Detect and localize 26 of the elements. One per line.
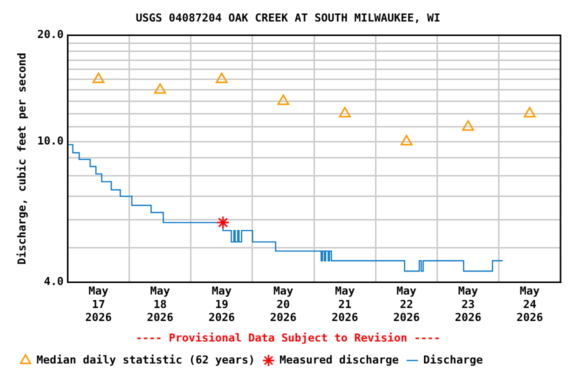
x-tick-label: May 21 2026: [332, 284, 359, 324]
legend-label: Discharge: [423, 353, 484, 366]
point: [216, 72, 228, 84]
y-tick-label: 10.0: [37, 134, 64, 148]
x-tick-label: May 20 2026: [270, 284, 297, 324]
x-tick-label: May 17 2026: [85, 284, 112, 324]
point: [524, 106, 536, 118]
y-tick-label: 4.0: [44, 275, 64, 288]
text: ---- Provisional Data Subject to Revision ----: [136, 331, 440, 344]
legend-label: Measured discharge: [280, 353, 400, 366]
y-tick-label: 20.0: [37, 28, 64, 42]
x-tick-label: May 22 2026: [393, 284, 420, 324]
chart-title: USGS 04087204 OAK CREEK AT SOUTH MILWAUKEE, WI: [136, 11, 440, 24]
point: [154, 83, 166, 94]
point: [400, 134, 412, 146]
point: [277, 94, 290, 106]
point: [216, 216, 230, 230]
point: [92, 72, 104, 84]
x-tick-label: May 18 2026: [146, 284, 174, 324]
legend-label: Median daily statistic (62 years): [36, 353, 256, 366]
x-tick-label: May 19 2026: [208, 284, 236, 324]
x-tick-label: May 24 2026: [516, 284, 544, 324]
point: [338, 106, 351, 118]
y-axis-title: Discharge, cubic feet per second: [15, 52, 28, 265]
x-tick-label: May 23 2026: [454, 284, 482, 324]
point: [462, 120, 474, 131]
